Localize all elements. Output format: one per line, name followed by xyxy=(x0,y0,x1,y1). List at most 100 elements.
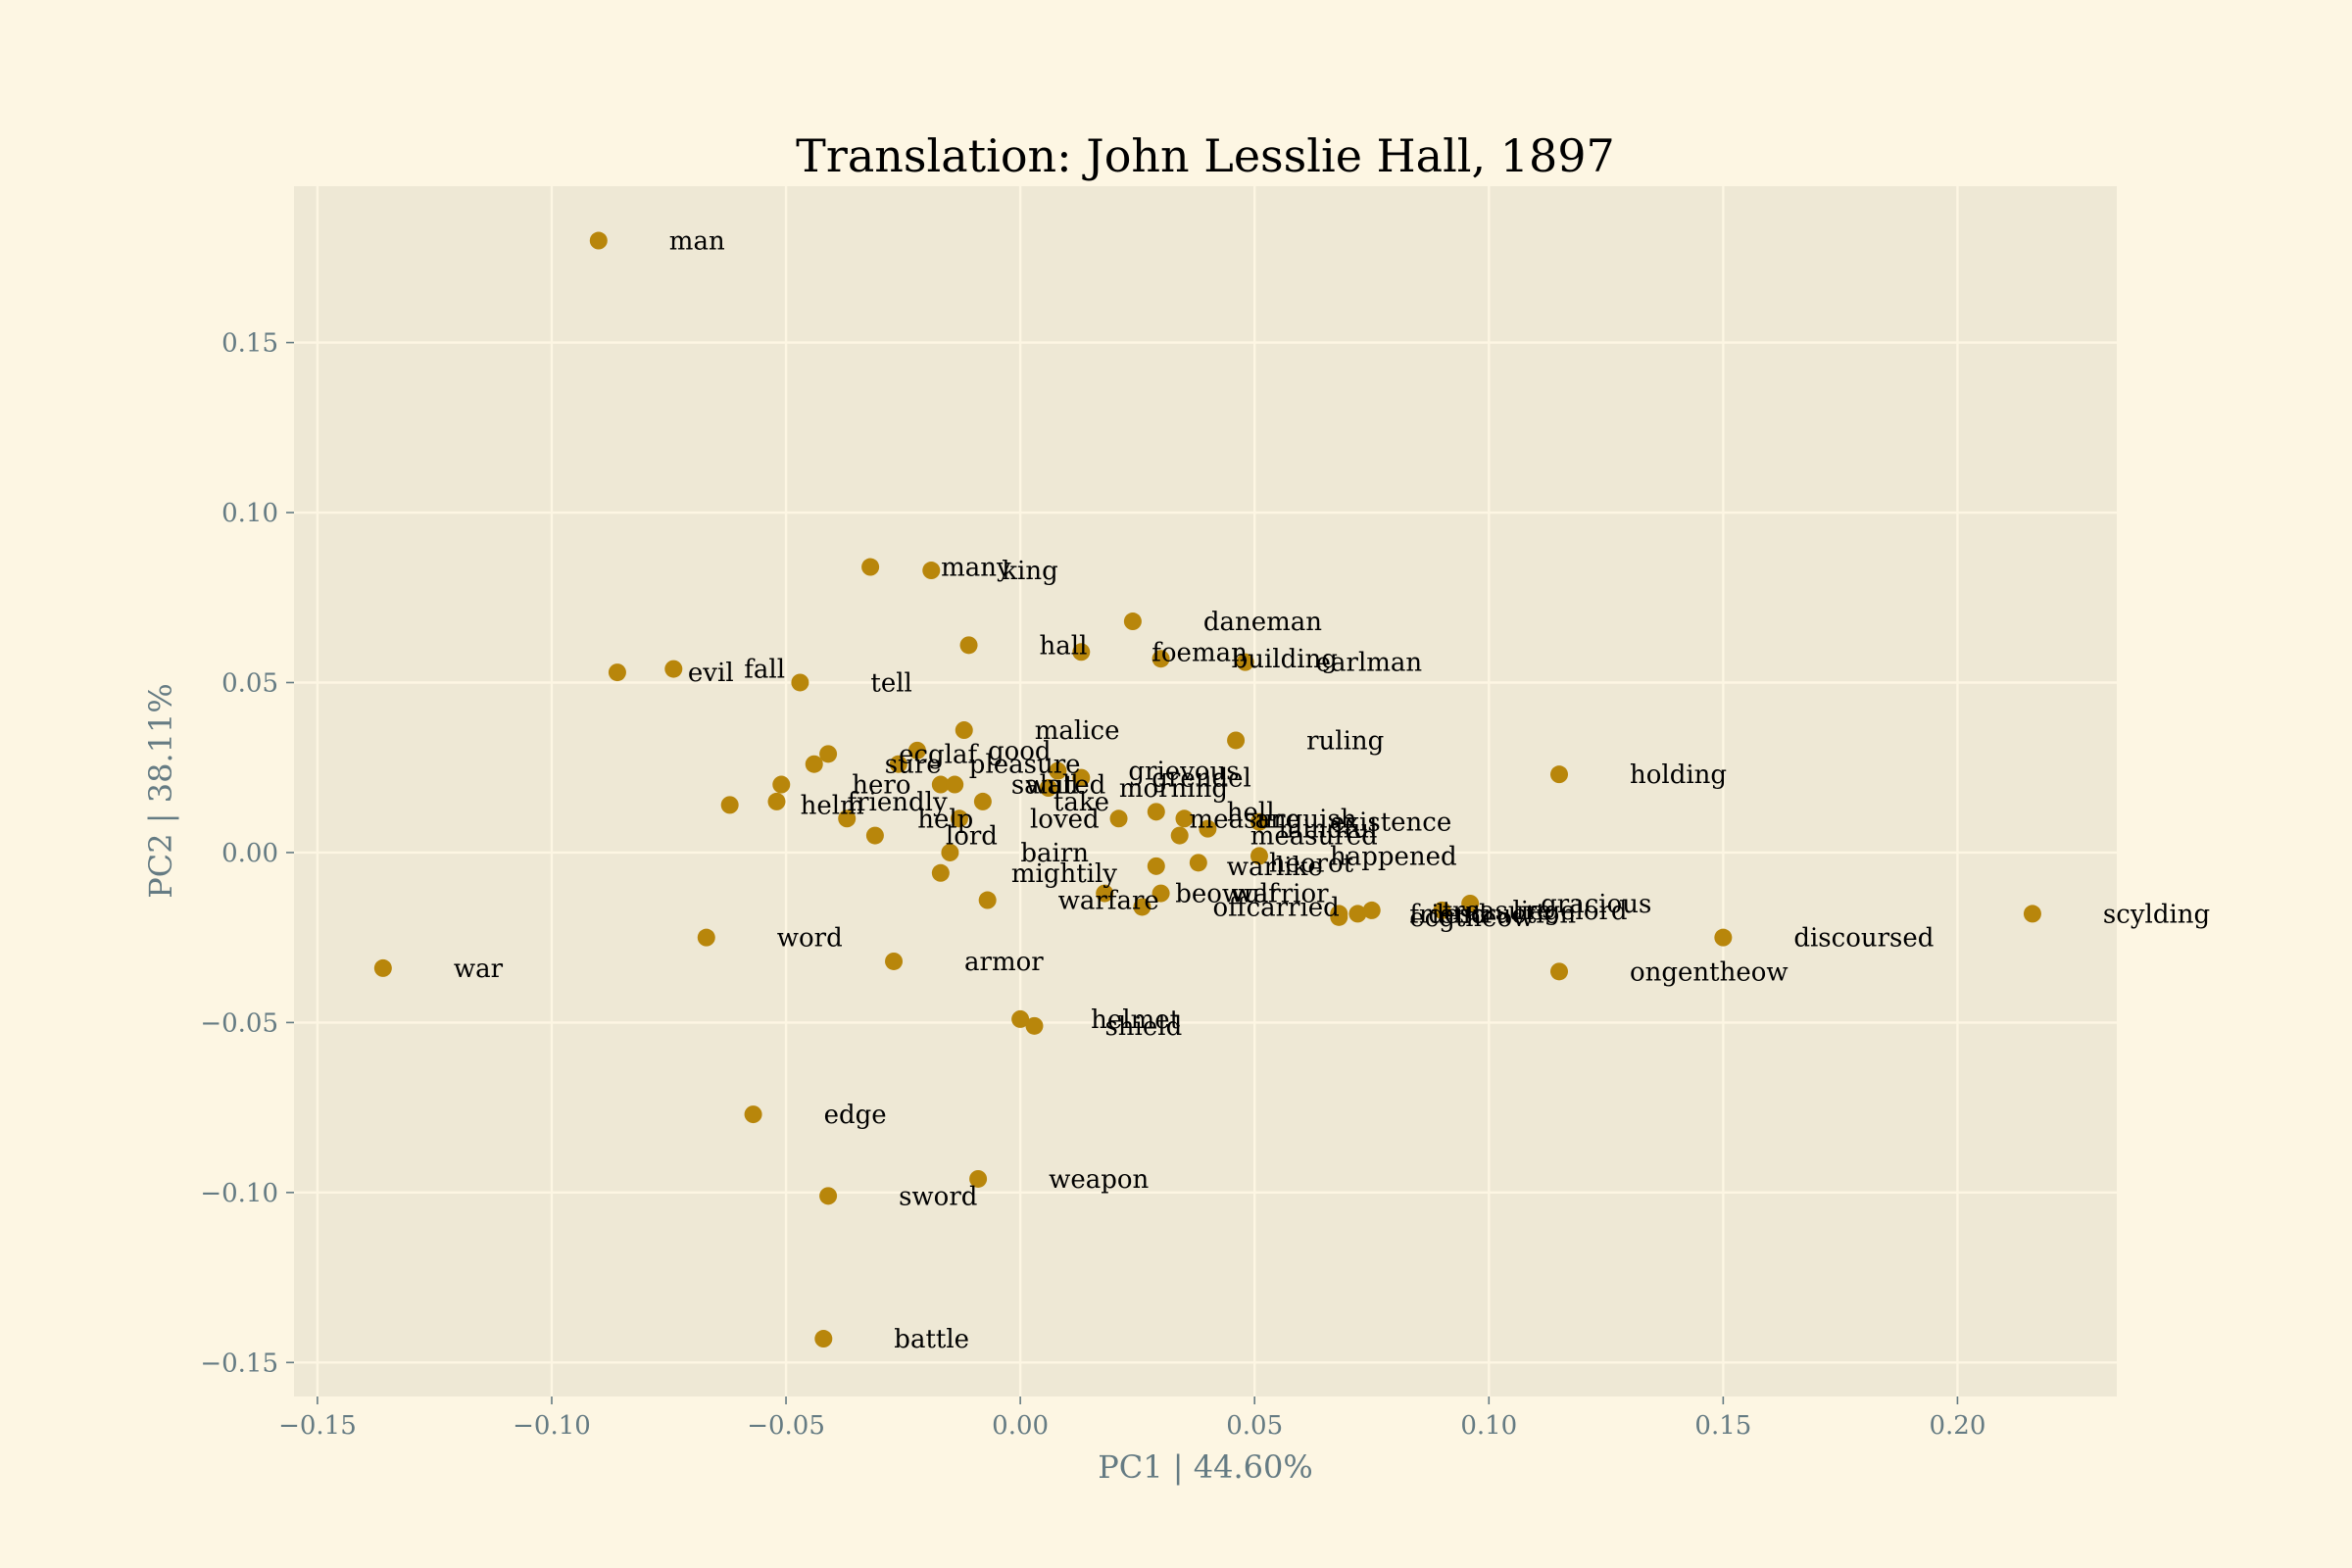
x-tick-label: −0.05 xyxy=(747,1411,825,1441)
data-point xyxy=(955,721,973,740)
data-point xyxy=(1461,894,1480,912)
point-label: liegelord xyxy=(1512,897,1627,926)
data-point xyxy=(1133,898,1152,916)
point-label: mightily xyxy=(1011,859,1117,889)
data-point xyxy=(885,952,904,970)
data-point xyxy=(589,231,608,250)
data-point xyxy=(969,1169,988,1188)
data-point xyxy=(973,792,992,810)
point-label: saluted xyxy=(1011,771,1105,801)
point-label: help xyxy=(917,805,973,834)
data-point xyxy=(1550,765,1569,784)
point-label: heorot xyxy=(1269,849,1354,878)
data-point xyxy=(1096,884,1114,903)
data-point xyxy=(1550,962,1569,981)
data-point xyxy=(744,1105,762,1124)
data-point xyxy=(1039,779,1057,798)
data-point xyxy=(959,636,978,655)
point-label: tell xyxy=(870,668,911,698)
point-label: pleasure xyxy=(969,751,1081,780)
point-label: friendly xyxy=(847,788,947,817)
point-label: malice xyxy=(1035,716,1120,746)
data-point xyxy=(1250,847,1268,865)
data-point xyxy=(1189,854,1207,872)
data-point xyxy=(907,741,926,760)
point-label: warfare xyxy=(1058,887,1159,916)
x-tick-label: 0.10 xyxy=(1460,1411,1517,1441)
data-point xyxy=(1152,650,1170,668)
point-label: grievous xyxy=(1128,758,1239,787)
data-point xyxy=(1362,901,1381,919)
point-label: measure xyxy=(1190,805,1300,834)
point-label: mindful xyxy=(1278,815,1377,845)
x-axis-label: PC1 | 44.60% xyxy=(1098,1448,1313,1486)
data-point xyxy=(664,660,683,678)
point-label: ruling xyxy=(1306,726,1384,756)
data-point xyxy=(819,745,838,763)
data-point xyxy=(1025,1016,1044,1035)
data-point xyxy=(1049,761,1067,780)
data-point xyxy=(772,775,791,794)
data-point xyxy=(697,928,715,947)
point-label: man xyxy=(669,227,725,257)
point-label: weapon xyxy=(1049,1165,1149,1195)
data-point xyxy=(1072,768,1091,787)
data-point xyxy=(838,809,857,828)
data-point xyxy=(814,1330,833,1348)
data-point xyxy=(373,958,392,977)
point-label: hero xyxy=(852,771,910,801)
x-tick-label: −0.10 xyxy=(513,1411,591,1441)
grid-lines xyxy=(294,186,2117,1396)
point-label: grendel xyxy=(1152,764,1251,794)
point-label: existence xyxy=(1330,808,1451,838)
data-point xyxy=(1433,901,1451,919)
point-label: holding xyxy=(1630,760,1727,790)
point-label: beowulf xyxy=(1175,880,1280,909)
point-label: morning xyxy=(1119,774,1228,804)
point-label: building xyxy=(1232,645,1338,674)
data-point xyxy=(805,755,823,773)
data-point xyxy=(1109,809,1128,828)
point-label: friend xyxy=(1409,900,1487,929)
point-label: earlman xyxy=(1316,649,1423,678)
point-label: warlike xyxy=(1227,853,1323,882)
data-point xyxy=(931,775,950,794)
data-point xyxy=(1236,653,1254,671)
point-label: discoursed xyxy=(1793,924,1934,954)
data-point xyxy=(978,891,997,909)
point-label: sword xyxy=(899,1182,977,1211)
x-tick-label: 0.00 xyxy=(992,1411,1049,1441)
point-label: battle xyxy=(894,1325,969,1354)
data-point xyxy=(889,755,907,773)
point-label: evil xyxy=(688,659,734,688)
data-point xyxy=(1152,884,1170,903)
point-label: warrior xyxy=(1232,880,1330,909)
data-point xyxy=(1011,1009,1030,1028)
x-tick-label: 0.05 xyxy=(1226,1411,1283,1441)
data-point xyxy=(922,562,941,580)
data-point xyxy=(1199,819,1217,838)
x-tick-label: 0.15 xyxy=(1694,1411,1751,1441)
data-point xyxy=(1175,809,1194,828)
point-label: hall xyxy=(1040,631,1088,661)
data-points xyxy=(373,231,2041,1348)
point-label: gracious xyxy=(1541,890,1651,919)
point-label: bairn xyxy=(1020,839,1089,868)
y-tick-label: −0.15 xyxy=(200,1348,278,1378)
data-point xyxy=(2023,905,2041,923)
point-label: helmet xyxy=(1091,1005,1180,1035)
data-point xyxy=(1170,826,1189,845)
point-label: edge xyxy=(824,1101,887,1130)
y-tick-label: 0.15 xyxy=(221,329,278,359)
data-point xyxy=(1147,857,1165,875)
data-point xyxy=(861,558,880,576)
data-point xyxy=(1072,643,1091,662)
data-point xyxy=(946,775,964,794)
point-label: sure xyxy=(885,751,942,780)
data-point xyxy=(720,796,739,814)
data-point xyxy=(931,863,950,882)
point-label: destruction xyxy=(1428,900,1576,929)
plot-area xyxy=(294,186,2117,1396)
point-label: good xyxy=(988,737,1052,766)
